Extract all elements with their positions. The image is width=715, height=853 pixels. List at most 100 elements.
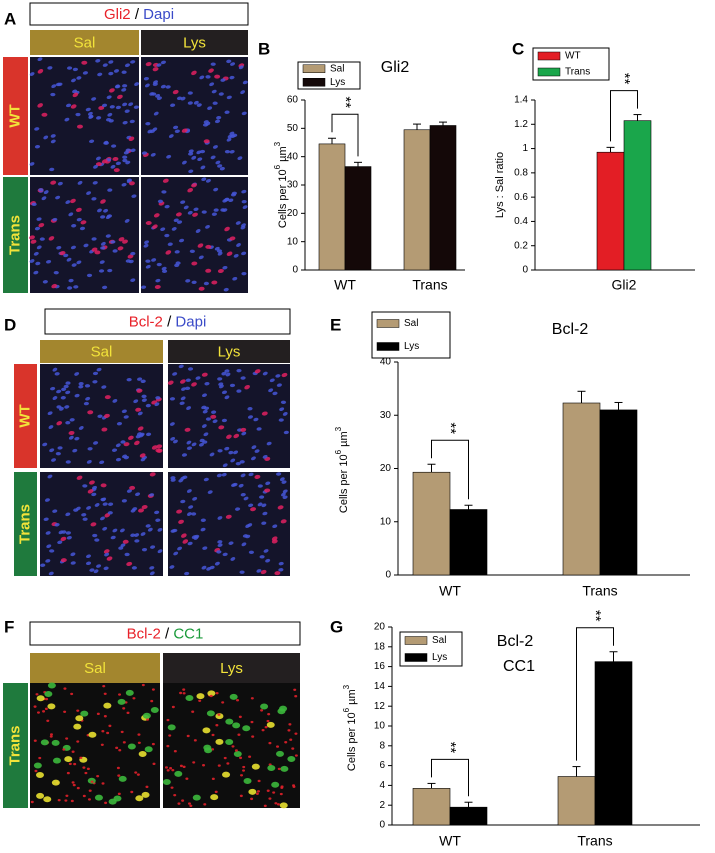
cell [225, 718, 234, 725]
cell [102, 526, 108, 531]
cell [44, 691, 53, 698]
cell [65, 421, 71, 425]
cell [47, 682, 56, 689]
legend-swatch [376, 342, 400, 351]
cell [276, 803, 280, 806]
cell [73, 762, 77, 766]
cell [38, 188, 44, 192]
cell [279, 477, 285, 482]
cell [144, 83, 150, 88]
cell [130, 533, 136, 537]
cell [82, 794, 86, 798]
cell [202, 764, 206, 767]
cell [193, 536, 199, 540]
cell [93, 569, 99, 574]
cell [224, 110, 230, 114]
cell [71, 750, 75, 753]
cell [114, 84, 120, 89]
cell [274, 802, 278, 805]
cell [268, 741, 272, 745]
cell [72, 67, 79, 72]
cell [211, 777, 215, 781]
cell [87, 489, 94, 494]
cell [62, 748, 66, 751]
cell [188, 169, 194, 174]
y-label-part: µm [277, 146, 289, 165]
cell [281, 372, 288, 378]
cell [274, 571, 281, 576]
stain-name: Bcl-2 [129, 313, 163, 330]
legend-label: Lys [432, 652, 447, 663]
cell [76, 475, 83, 480]
cell [155, 278, 161, 283]
cell [85, 561, 92, 566]
cell [65, 460, 71, 464]
cell [107, 112, 113, 117]
cell [37, 57, 43, 62]
cell [166, 718, 170, 722]
cell [121, 182, 127, 187]
cell [196, 103, 202, 107]
cell [53, 270, 59, 275]
cell [124, 218, 130, 223]
cell [210, 414, 217, 419]
cell [233, 450, 239, 455]
cell [233, 433, 240, 439]
bar [594, 661, 633, 826]
cell [113, 795, 122, 802]
cell [116, 421, 123, 426]
panel-letter: A [4, 9, 16, 28]
cell [92, 371, 99, 376]
cell [167, 724, 176, 731]
cell [224, 226, 230, 232]
cell [101, 159, 108, 164]
cell [187, 367, 194, 371]
cell [243, 496, 249, 501]
cell [181, 533, 187, 538]
cell [259, 495, 265, 499]
cell [216, 550, 222, 554]
cell [104, 801, 108, 805]
cell [86, 191, 92, 195]
cell [110, 240, 116, 244]
panel-letter: E [330, 315, 341, 334]
cell [180, 499, 186, 504]
stain-header-box [29, 2, 249, 26]
cell [29, 72, 35, 76]
cell [70, 799, 74, 803]
cell [122, 158, 128, 163]
cell [185, 279, 191, 283]
cell [162, 178, 169, 183]
cell [191, 261, 198, 266]
cell [224, 149, 231, 154]
cell [92, 533, 98, 538]
cell [152, 127, 158, 132]
cell [123, 150, 129, 155]
cell [179, 401, 185, 405]
cell [126, 489, 132, 493]
cell [187, 91, 193, 95]
cell [126, 561, 133, 567]
cell [88, 114, 94, 119]
cell [247, 415, 254, 419]
cell [128, 181, 135, 186]
cell [164, 233, 170, 238]
cell [280, 786, 284, 789]
bar [344, 166, 372, 271]
cell [100, 199, 106, 204]
cell [56, 245, 62, 250]
cell [221, 472, 227, 477]
cell [262, 454, 268, 459]
y-tick-label: 4 [379, 780, 385, 791]
bar [623, 120, 652, 271]
cell [100, 743, 104, 747]
stain-header: Gli2 / Dapi [104, 6, 174, 23]
cell [115, 457, 122, 462]
cell [192, 794, 201, 801]
cell [52, 396, 58, 400]
cell [153, 111, 159, 116]
cell [35, 261, 41, 266]
cell [115, 746, 119, 750]
micrograph [168, 472, 290, 576]
cell [222, 463, 228, 468]
